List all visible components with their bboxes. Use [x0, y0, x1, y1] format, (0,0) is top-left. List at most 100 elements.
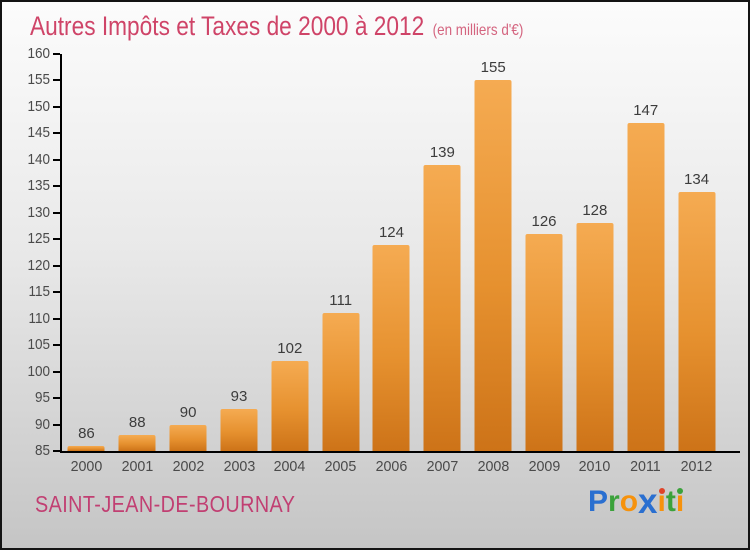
bar-value-label: 111: [329, 292, 353, 310]
bar-value-label: 124: [378, 223, 404, 241]
bar: [576, 223, 614, 451]
bar: [678, 191, 716, 451]
logo-letter: P: [588, 485, 609, 518]
y-tick-label: 125: [27, 230, 50, 248]
bar-column: 126 2009: [519, 54, 570, 475]
x-tick-label: 2001: [121, 458, 154, 475]
bar: [525, 233, 563, 451]
y-tick-mark: [53, 264, 60, 267]
y-tick-label: 110: [28, 309, 50, 327]
y-tick-label: 160: [27, 45, 50, 62]
bar-column: 128 2010: [569, 54, 620, 475]
y-tick-label: 85: [34, 442, 50, 459]
bar-value-label: 147: [633, 101, 659, 119]
y-tick-label: 135: [27, 177, 50, 195]
x-tick-label: 2000: [70, 458, 103, 475]
x-tick-label: 2008: [477, 458, 510, 475]
y-tick-label: 145: [27, 124, 50, 142]
y-tick-label: 105: [27, 336, 50, 354]
y-tick-label: 120: [27, 256, 50, 274]
x-tick-label: 2006: [375, 458, 408, 475]
bar: [372, 244, 410, 451]
y-tick-mark: [53, 79, 60, 82]
bar-column: 90 2002: [163, 54, 214, 475]
bar-value-label: 86: [78, 424, 95, 442]
bar-column: 139 2007: [417, 54, 468, 475]
bar-column: 155 2008: [468, 54, 519, 475]
bar: [474, 80, 512, 451]
bar-value-label: 90: [179, 403, 197, 421]
chart-subtitle-unit: (en milliers d'€): [432, 22, 524, 39]
bar: [322, 313, 360, 451]
y-tick-mark: [53, 238, 60, 241]
bars-container: 86 2000 88 2001 90 2002 93 2003 102 2004 111 2005 12…: [61, 54, 722, 475]
bar-column: 86 2000: [61, 54, 112, 475]
logo-letter: t: [665, 485, 676, 518]
y-tick-label: 130: [27, 203, 50, 221]
chart-header: Autres Impôts et Taxes de 2000 à 2012 (e…: [30, 11, 523, 42]
y-tick-mark: [53, 397, 60, 400]
bar-value-label: 139: [429, 144, 455, 162]
bar-value-label: 102: [277, 340, 303, 358]
x-tick-label: 2002: [172, 458, 204, 475]
y-tick-label: 115: [28, 283, 50, 301]
logo-letter: ı: [675, 485, 685, 518]
y-tick-label: 150: [27, 97, 50, 115]
bar-value-label: 126: [531, 212, 557, 230]
bar-value-label: 128: [582, 202, 608, 220]
x-tick-label: 2011: [630, 458, 662, 475]
bar-value-label: 155: [480, 59, 506, 77]
y-tick-label: 140: [27, 150, 50, 168]
bar: [169, 424, 207, 451]
bar: [118, 435, 156, 451]
x-tick-label: 2003: [223, 458, 255, 475]
bar: [220, 408, 258, 451]
x-axis-line: [60, 451, 740, 453]
y-tick-mark: [53, 185, 60, 188]
chart-title: Autres Impôts et Taxes de 2000 à 2012: [30, 11, 425, 41]
y-tick-mark: [53, 450, 60, 452]
bar-value-label: 93: [230, 387, 248, 405]
y-tick-label: 155: [27, 71, 50, 89]
x-tick-label: 2004: [273, 458, 306, 475]
y-tick-mark: [53, 423, 60, 426]
x-tick-label: 2005: [324, 458, 357, 475]
y-tick-mark: [53, 317, 60, 320]
bar: [627, 122, 665, 451]
logo-letter-dot: [677, 488, 684, 494]
x-tick-label: 2009: [528, 458, 560, 475]
bar-column: 88 2001: [112, 54, 163, 475]
logo-letter-dot: [658, 488, 665, 494]
y-tick-mark: [53, 344, 60, 347]
bar-column: 147 2011: [620, 54, 671, 475]
y-tick-mark: [53, 291, 60, 294]
y-tick-mark: [53, 370, 60, 373]
y-tick-mark: [53, 211, 60, 214]
y-tick-label: 100: [27, 362, 50, 380]
proxiti-logo[interactable]: Proxı tı: [588, 484, 684, 519]
logo-letter: r: [608, 485, 620, 518]
city-name-label: SAINT-JEAN-DE-BOURNAY: [35, 491, 296, 517]
bar-column: 134 2012: [671, 54, 722, 475]
bar-column: 102 2004: [264, 54, 315, 475]
bar-value-label: 134: [684, 170, 710, 188]
bar-value-label: 88: [128, 414, 146, 432]
y-tick-mark: [53, 132, 60, 135]
bar: [423, 165, 461, 451]
bar: [271, 361, 309, 451]
logo-letter: x: [638, 482, 658, 521]
y-tick-mark: [53, 53, 60, 55]
x-tick-label: 2012: [680, 458, 713, 475]
bar-column: 111 2005: [315, 54, 366, 475]
logo-letter: ı: [657, 485, 666, 518]
x-tick-label: 2007: [426, 458, 459, 475]
bar-column: 124 2006: [366, 54, 417, 475]
bar-column: 93 2003: [214, 54, 265, 475]
logo-letter: o: [619, 485, 639, 518]
x-tick-label: 2010: [579, 458, 611, 475]
y-tick-label: 90: [34, 415, 50, 433]
y-tick-mark: [53, 158, 60, 161]
y-tick-label: 95: [34, 389, 50, 407]
y-axis-line: [60, 54, 62, 453]
